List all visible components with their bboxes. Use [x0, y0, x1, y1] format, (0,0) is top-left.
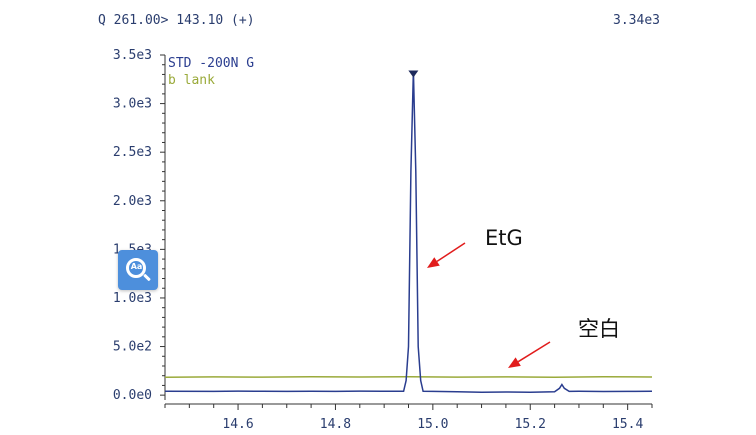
y-tick-label: 3.5e3	[113, 48, 152, 63]
legend-blank: b lank	[168, 73, 215, 88]
annotation-arrows	[427, 242, 551, 368]
x-tick-label: 15.2	[515, 417, 546, 432]
series-layer	[164, 70, 653, 393]
x-tick-label: 15.0	[417, 417, 448, 432]
legend-std: STD -200N G	[168, 56, 254, 71]
y-tick-label: 3.0e3	[113, 97, 152, 112]
peak-marker	[408, 70, 419, 78]
etg-label: EtG	[485, 226, 523, 250]
x-tick-label: 14.6	[222, 417, 253, 432]
search-text-button[interactable]: Aa	[118, 250, 158, 290]
magnifier-handle	[143, 273, 151, 282]
series-line	[164, 375, 653, 378]
blank-arrow-head	[508, 357, 521, 368]
blank-arrow-shaft	[517, 341, 551, 363]
x-tick-label: 14.8	[320, 417, 351, 432]
transition-title: Q 261.00> 143.10 (+)	[98, 13, 255, 28]
series-line	[164, 70, 653, 393]
max-intensity-label: 3.34e3	[613, 13, 660, 28]
etg-arrow-shaft	[436, 242, 466, 263]
axes: 0.0e05.0e21.0e31.5e32.0e32.5e33.0e33.5e3…	[113, 48, 653, 432]
search-text-icon	[126, 258, 146, 278]
y-tick-label: 2.5e3	[113, 145, 152, 160]
x-tick-label: 15.4	[612, 417, 643, 432]
y-tick-label: 5.0e2	[113, 340, 152, 355]
blank-label: 空白	[578, 317, 620, 341]
y-tick-label: 2.0e3	[113, 194, 152, 209]
search-text-glyph: Aa	[130, 262, 143, 271]
etg-arrow-head	[427, 257, 440, 268]
y-tick-label: 1.0e3	[113, 291, 152, 306]
y-tick-label: 0.0e0	[113, 388, 152, 403]
